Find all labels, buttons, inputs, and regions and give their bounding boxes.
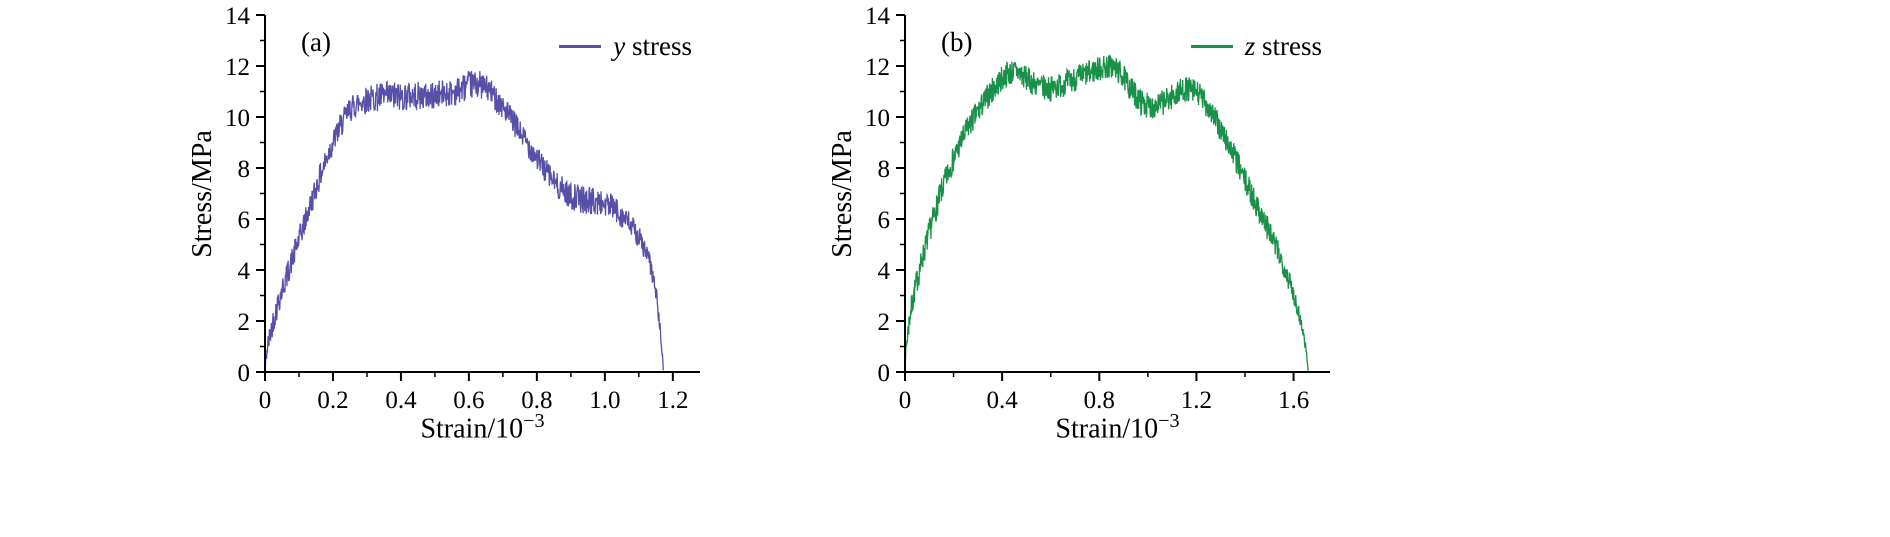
svg-text:1.2: 1.2 [657,387,688,414]
legend-series-variable: y [613,31,626,61]
x-axis-title-text: Strain/10 [1055,413,1159,445]
svg-text:0.8: 0.8 [1084,387,1115,414]
svg-text:10: 10 [865,105,890,132]
plot-area: 0 0.2 0.4 0.6 0.8 1.0 1.2 0 2 4 6 8 10 12 14 [225,3,700,414]
svg-text:1.6: 1.6 [1278,387,1309,414]
svg-text:14: 14 [865,3,891,30]
legend-label: y stress [613,31,692,62]
legend-series-variable: z [1244,31,1256,61]
svg-text:4: 4 [878,258,891,285]
legend: y stress [559,31,692,62]
svg-text:0.6: 0.6 [453,387,484,414]
svg-text:0: 0 [878,360,891,387]
svg-text:6: 6 [878,207,891,234]
chart-panel-a: Stress/MPa (a) 0 0.2 0.4 0.6 0.8 1.0 1.2 0 2 4 6 8 1… [187,3,700,444]
legend: z stress [1190,31,1322,62]
panel-label-a: (a) [301,27,331,57]
x-axis-title: Strain/10−3 [905,410,1330,445]
legend-series-rest: stress [1255,31,1322,61]
svg-text:2: 2 [878,309,891,336]
legend-series-rest: stress [625,31,692,61]
x-axis-title-exponent: −3 [1158,410,1180,432]
svg-text:2: 2 [238,309,251,336]
svg-text:0.4: 0.4 [987,387,1019,414]
svg-text:0.8: 0.8 [521,387,552,414]
plot-area: 0 0.4 0.8 1.2 1.6 0 2 4 6 8 10 12 14 [865,3,1330,414]
svg-text:10: 10 [225,105,250,132]
chart-panel-b: Stress/MPa (b) 0 0.4 0.8 1.2 1.6 0 2 4 6 8 10 12 14 … [827,3,1330,444]
svg-text:0: 0 [238,360,251,387]
legend-label: z stress [1245,31,1322,62]
x-axis-title-exponent: −3 [523,410,545,432]
svg-text:0.4: 0.4 [385,387,417,414]
svg-text:12: 12 [865,54,890,81]
panel-label-b: (b) [941,27,973,57]
svg-text:1.0: 1.0 [589,387,620,414]
svg-text:6: 6 [238,207,251,234]
x-axis-title-text: Strain/10 [420,413,524,445]
legend-line-swatch [1190,45,1233,48]
svg-text:8: 8 [878,156,891,183]
svg-text:14: 14 [225,3,251,30]
x-axis-title: Strain/10−3 [265,410,700,445]
svg-text:1.2: 1.2 [1181,387,1212,414]
svg-text:4: 4 [238,258,251,285]
svg-text:0: 0 [899,387,912,414]
svg-text:0.2: 0.2 [317,387,348,414]
svg-text:8: 8 [238,156,251,183]
svg-text:0: 0 [259,387,272,414]
svg-text:12: 12 [225,54,250,81]
legend-line-swatch [559,45,602,48]
